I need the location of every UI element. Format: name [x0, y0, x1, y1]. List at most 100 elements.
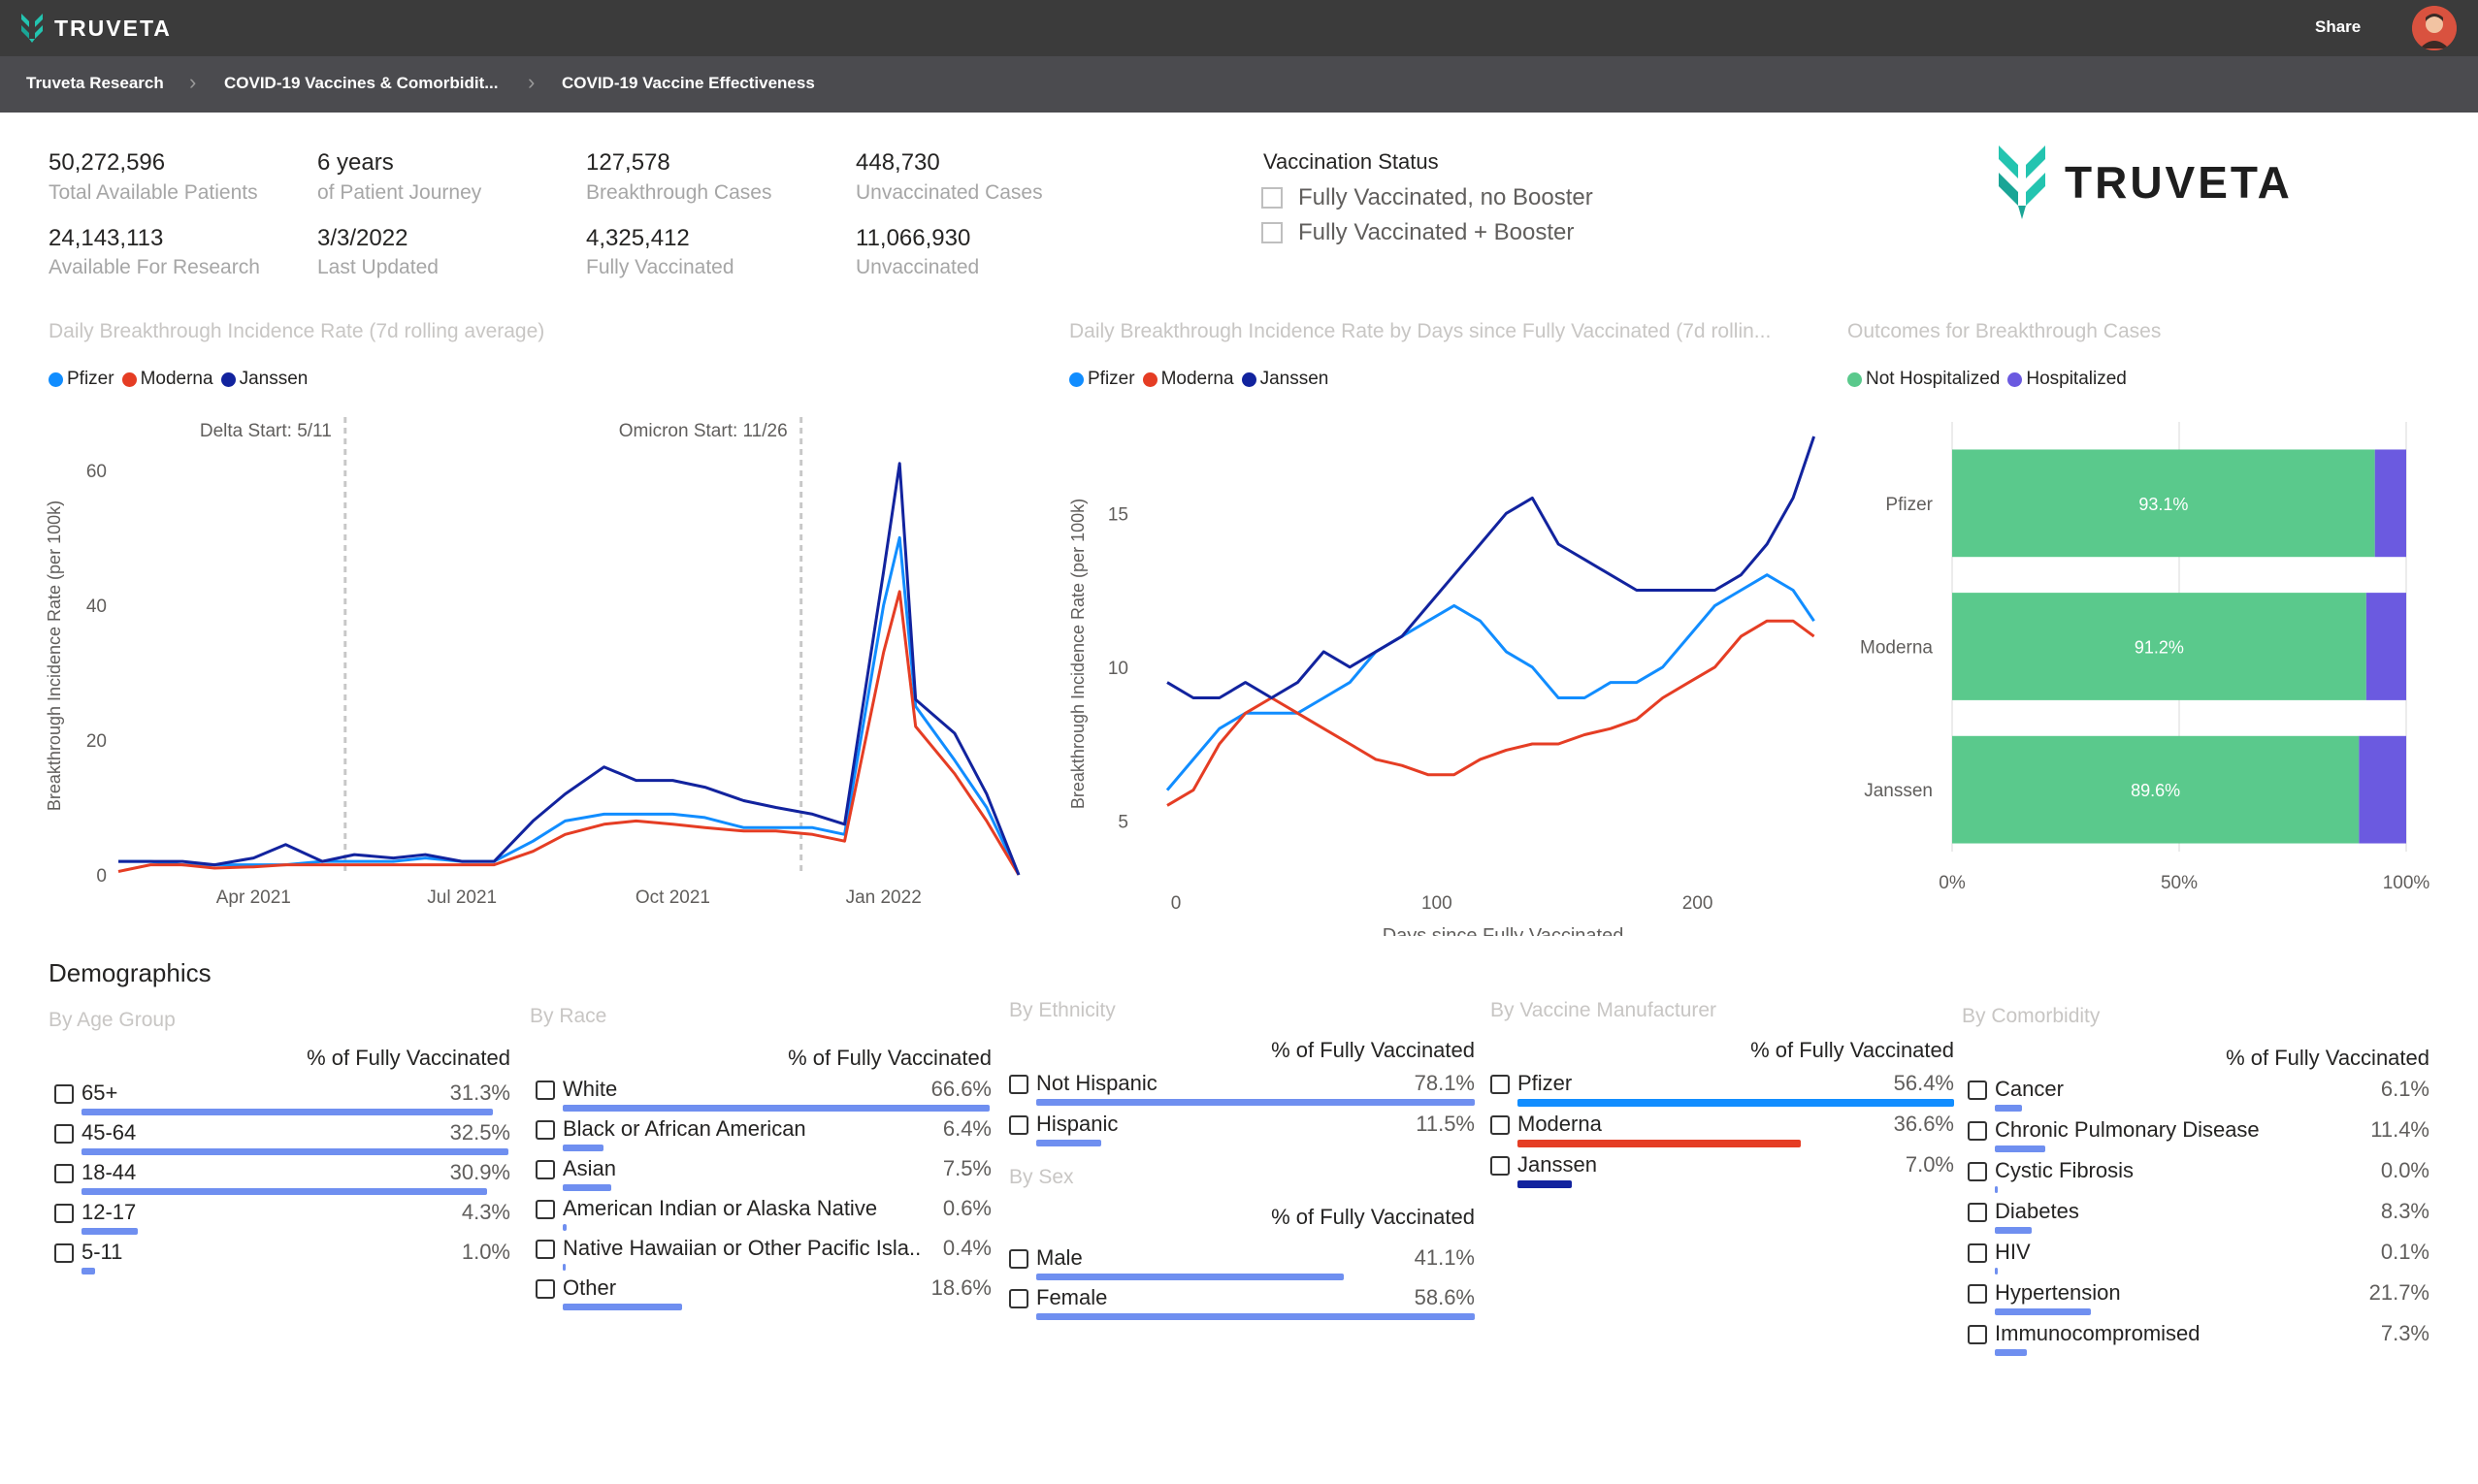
x-tick-label: 0% [1939, 873, 1966, 893]
list-item[interactable]: 65+ 31.3% [54, 1079, 510, 1117]
checkbox[interactable] [54, 1164, 74, 1183]
legend-item-hospitalized[interactable]: Hospitalized [2007, 369, 2127, 390]
checkbox[interactable] [1490, 1156, 1510, 1176]
panel-title: By Comorbidity [1962, 1005, 2101, 1027]
value-bar [563, 1304, 682, 1310]
chart-title: Outcomes for Breakthrough Cases [1847, 320, 2162, 342]
top-bar: TRUVETA Share [0, 0, 2478, 56]
demographics-panel: By Age Group % of Fully Vaccinated 65+ 31.3… [49, 1009, 510, 1287]
checkbox[interactable] [1968, 1243, 1987, 1263]
y-tick-label: 20 [86, 731, 107, 752]
chart-legend: Not Hospitalized Hospitalized [1847, 369, 2135, 390]
list-item[interactable]: American Indian or Alaska Native 0.6% [536, 1194, 992, 1233]
list-item[interactable]: Immunocompromised 7.3% [1968, 1319, 2429, 1358]
value-bar [1517, 1099, 1954, 1107]
checkbox[interactable] [1009, 1289, 1028, 1308]
bar-segment-hospitalized [2365, 593, 2406, 700]
panel-title: By Race [530, 1005, 607, 1027]
checkbox[interactable] [1009, 1249, 1028, 1269]
list-item[interactable]: Native Hawaiian or Other Pacific Isla...… [536, 1234, 992, 1273]
checkbox[interactable] [1968, 1162, 1987, 1181]
row-label: Pfizer [1517, 1071, 1573, 1095]
legend-item-janssen[interactable]: Janssen [220, 369, 308, 390]
checkbox[interactable] [1009, 1075, 1028, 1094]
series-line-pfizer [1165, 573, 1815, 791]
legend-dot-icon [1069, 371, 1084, 387]
list-item[interactable]: Moderna 36.6% [1490, 1110, 1954, 1148]
kpi-label: Total Available Patients [49, 181, 258, 204]
list-item[interactable]: Diabetes 8.3% [1968, 1197, 2429, 1236]
x-tick-label: 100% [2383, 873, 2430, 893]
kpi-label: Last Updated [317, 256, 439, 278]
checkbox[interactable] [1968, 1325, 1987, 1344]
legend-item-moderna[interactable]: Moderna [1142, 369, 1234, 390]
checkbox[interactable] [54, 1124, 74, 1144]
checkbox[interactable] [1009, 1115, 1028, 1135]
legend-item-not-hospitalized[interactable]: Not Hospitalized [1847, 369, 2000, 390]
bar-segment-not-hospitalized [1952, 593, 2366, 700]
list-item[interactable]: Male 41.1% [1009, 1243, 1475, 1282]
list-item[interactable]: 12-17 4.3% [54, 1198, 510, 1237]
breadcrumb-item-research[interactable]: Truveta Research [26, 74, 164, 92]
row-label: American Indian or Alaska Native [563, 1196, 878, 1220]
list-item[interactable]: Janssen 7.0% [1490, 1150, 1954, 1189]
slicer-option-no-booster[interactable]: Fully Vaccinated, no Booster [1261, 184, 1593, 211]
checkbox[interactable] [1490, 1075, 1510, 1094]
checkbox[interactable] [536, 1279, 555, 1299]
checkbox[interactable] [1261, 222, 1283, 243]
y-tick-label: 40 [86, 597, 107, 617]
app-logo[interactable]: TRUVETA [19, 12, 172, 45]
list-item[interactable]: HIV 0.1% [1968, 1238, 2429, 1276]
list-item[interactable]: Hispanic 11.5% [1009, 1110, 1475, 1148]
list-item[interactable]: Chronic Pulmonary Disease 11.4% [1968, 1115, 2429, 1154]
checkbox[interactable] [536, 1081, 555, 1100]
list-item[interactable]: Not Hispanic 78.1% [1009, 1069, 1475, 1108]
legend-item-pfizer[interactable]: Pfizer [1069, 369, 1135, 390]
legend-item-moderna[interactable]: Moderna [121, 369, 213, 390]
list-item[interactable]: White 66.6% [536, 1075, 992, 1113]
row-value: 0.1% [2380, 1240, 2429, 1264]
list-item[interactable]: Cystic Fibrosis 0.0% [1968, 1156, 2429, 1195]
row-value: 0.4% [942, 1236, 992, 1260]
row-label: 65+ [82, 1081, 118, 1105]
legend-item-janssen[interactable]: Janssen [1241, 369, 1328, 390]
checkbox[interactable] [536, 1240, 555, 1259]
list-item[interactable]: Asian 7.5% [536, 1154, 992, 1193]
checkbox[interactable] [54, 1204, 74, 1223]
row-value: 7.0% [1905, 1152, 1954, 1177]
checkbox[interactable] [1968, 1081, 1987, 1100]
list-item[interactable]: Other 18.6% [536, 1274, 992, 1312]
checkbox[interactable] [54, 1084, 74, 1104]
share-button[interactable]: Share [2315, 17, 2362, 36]
breadcrumb-item-covid-vaccines[interactable]: COVID-19 Vaccines & Comorbidit... [224, 74, 499, 92]
y-tick-label: 60 [86, 462, 107, 482]
checkbox[interactable] [536, 1120, 555, 1140]
checkbox[interactable] [1968, 1284, 1987, 1304]
list-item[interactable]: 18-44 30.9% [54, 1158, 510, 1197]
list-item[interactable]: 5-11 1.0% [54, 1238, 510, 1276]
checkbox[interactable] [54, 1243, 74, 1263]
checkbox[interactable] [1968, 1121, 1987, 1141]
breadcrumb-item-vaccine-effectiveness[interactable]: COVID-19 Vaccine Effectiveness [562, 74, 815, 92]
value-bar [563, 1224, 567, 1231]
avatar[interactable] [2412, 6, 2457, 50]
list-item[interactable]: 45-64 32.5% [54, 1118, 510, 1157]
list-item[interactable]: Hypertension 21.7% [1968, 1278, 2429, 1317]
row-label: Native Hawaiian or Other Pacific Isla... [563, 1236, 922, 1260]
list-item[interactable]: Black or African American 6.4% [536, 1114, 992, 1153]
kpi-value: 448,730 [856, 149, 940, 176]
column-header: % of Fully Vaccinated [1750, 1038, 1954, 1062]
list-item[interactable]: Pfizer 56.4% [1490, 1069, 1954, 1108]
list-item[interactable]: Cancer 6.1% [1968, 1075, 2429, 1113]
list-item[interactable]: Female 58.6% [1009, 1283, 1475, 1322]
checkbox[interactable] [1261, 187, 1283, 209]
checkbox[interactable] [1968, 1203, 1987, 1222]
legend-dot-icon [121, 371, 137, 387]
checkbox[interactable] [1490, 1115, 1510, 1135]
checkbox[interactable] [536, 1160, 555, 1179]
slicer-option-booster[interactable]: Fully Vaccinated + Booster [1261, 219, 1574, 246]
series-line-moderna [117, 590, 1021, 876]
checkbox[interactable] [536, 1200, 555, 1219]
row-value: 58.6% [1414, 1285, 1475, 1309]
legend-item-pfizer[interactable]: Pfizer [49, 369, 114, 390]
